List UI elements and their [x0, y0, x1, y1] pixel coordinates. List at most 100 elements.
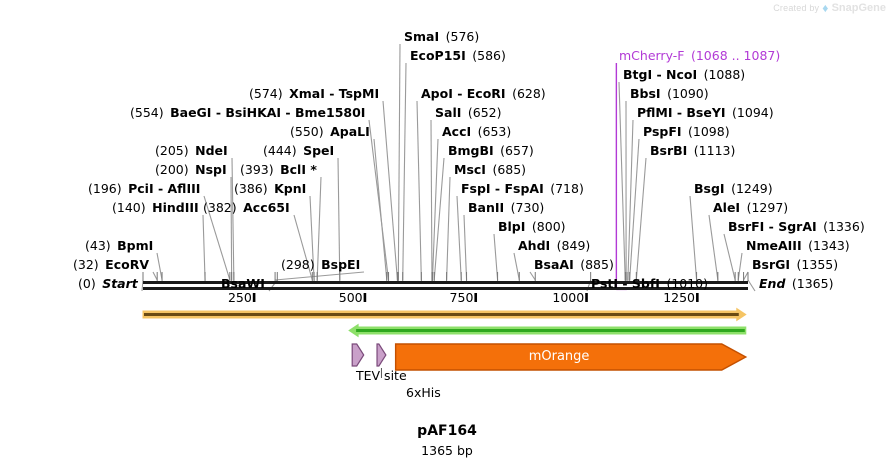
enzyme-label-pflmi-bseyi[interactable]: PflMI - BseYI (1094) [637, 106, 774, 119]
feature-caption-6xhis: 6xHis [406, 385, 441, 400]
ruler-tick-500: 500 [338, 290, 363, 305]
feature-backbone-orange[interactable] [142, 307, 747, 322]
enzyme-label-smai[interactable]: SmaI (576) [404, 30, 479, 43]
enzyme-position: (800) [531, 219, 566, 234]
enzyme-label-bmgbi[interactable]: BmgBI (657) [448, 144, 534, 157]
enzyme-label-apoi-ecori[interactable]: ApoI - EcoRI (628) [421, 87, 546, 100]
enzyme-label-xmai[interactable]: (574) XmaI - TspMI [249, 87, 379, 100]
enzyme-position: (685) [492, 162, 527, 177]
enzyme-label-bsawi[interactable]: BsaWI [221, 277, 265, 290]
enzyme-label-nmeaiii[interactable]: NmeAIII (1343) [746, 239, 850, 252]
ruler-tick-750: 750 [449, 290, 474, 305]
ruler-tick-250: 250 [227, 290, 252, 305]
enzyme-name: PstI - SbfI [591, 276, 660, 291]
enzyme-name: HindIII [152, 200, 199, 215]
enzyme-label-ecop15i[interactable]: EcoP15I (586) [410, 49, 506, 62]
enzyme-label-hindiii[interactable]: (140) HindIII [112, 201, 199, 214]
enzyme-label-pspfi[interactable]: PspFI (1098) [643, 125, 730, 138]
enzyme-name: SalI [435, 105, 462, 120]
enzyme-label-nspi[interactable]: (200) NspI [155, 163, 227, 176]
enzyme-label-baegi[interactable]: (554) BaeGI - BsiHKAI - Bme1580I [130, 106, 365, 119]
enzyme-label-bsrfi-sgrai[interactable]: BsrFI - SgrAI (1336) [728, 220, 865, 233]
enzyme-position: (43) [85, 238, 111, 253]
enzyme-position: (444) [263, 143, 297, 158]
enzyme-label-start[interactable]: (0) Start [78, 277, 138, 290]
feature-green-arrow[interactable] [348, 323, 747, 338]
enzyme-label-btgi-ncoi[interactable]: BtgI - NcoI (1088) [623, 68, 745, 81]
enzyme-label-apali[interactable]: (550) ApaLI [290, 125, 370, 138]
enzyme-label-psti-sbfi[interactable]: PstI - SbfI (1010) [591, 277, 708, 290]
enzyme-name: BsaAI [534, 257, 574, 272]
enzyme-label-blpi[interactable]: BlpI (800) [498, 220, 566, 233]
plasmid-length: 1365 bp [421, 443, 473, 458]
enzyme-label-bbsi[interactable]: BbsI (1090) [630, 87, 709, 100]
enzyme-name: BbsI [630, 86, 661, 101]
enzyme-label-pcii-afliii[interactable]: (196) PciI - AflIII [88, 182, 200, 195]
enzyme-position: (576) [445, 29, 480, 44]
enzyme-name: PspFI [643, 124, 682, 139]
enzyme-name: FspI - FspAI [461, 181, 544, 196]
feature-caption-tev-site: TEV site [356, 368, 407, 383]
enzyme-label-end[interactable]: End (1365) [759, 277, 833, 290]
enzyme-position: (1336) [823, 219, 865, 234]
enzyme-label-msci[interactable]: MscI (685) [454, 163, 526, 176]
enzyme-name: AleI [713, 200, 741, 215]
enzyme-position: (1343) [808, 238, 850, 253]
enzyme-name: End [759, 276, 786, 291]
enzyme-label-acc65i[interactable]: (382) Acc65I [203, 201, 290, 214]
primer-label-mcherry-f[interactable]: mCherry-F (1068 .. 1087) [619, 49, 780, 62]
enzyme-label-ecorv[interactable]: (32) EcoRV [73, 258, 149, 271]
feature-6xhis[interactable] [376, 343, 387, 367]
enzyme-label-ndei[interactable]: (205) NdeI [155, 144, 228, 157]
enzyme-name: EcoP15I [410, 48, 466, 63]
enzyme-position: (393) [240, 162, 274, 177]
enzyme-name: EcoRV [105, 257, 149, 272]
snapgene-watermark: Created by ♦ SnapGene [773, 2, 886, 14]
enzyme-label-bspei[interactable]: (298) BspEI [281, 258, 360, 271]
enzyme-position: (1010) [666, 276, 709, 291]
enzyme-name: BspEI [321, 257, 361, 272]
enzyme-position: (1094) [732, 105, 774, 120]
primer-name: mCherry-F [619, 48, 685, 63]
enzyme-position: (298) [281, 257, 315, 272]
enzyme-name: MscI [454, 162, 486, 177]
enzyme-label-bsrbi[interactable]: BsrBI (1113) [650, 144, 735, 157]
enzyme-label-sali[interactable]: SalI (652) [435, 106, 501, 119]
enzyme-label-fspi-fspai[interactable]: FspI - FspAI (718) [461, 182, 584, 195]
enzyme-position: (730) [510, 200, 545, 215]
enzyme-label-bcli[interactable]: (393) BclI * [240, 163, 317, 176]
enzyme-position: (196) [88, 181, 122, 196]
enzyme-position: (653) [477, 124, 512, 139]
enzyme-label-spei[interactable]: (444) SpeI [263, 144, 334, 157]
enzyme-position: (550) [290, 124, 324, 139]
enzyme-position: (1088) [703, 67, 746, 82]
enzyme-label-alei[interactable]: AleI (1297) [713, 201, 788, 214]
enzyme-label-acci[interactable]: AccI (653) [442, 125, 511, 138]
enzyme-name: Start [102, 276, 138, 291]
enzyme-name: BmgBI [448, 143, 494, 158]
enzyme-position: (1249) [731, 181, 773, 196]
enzyme-name: BsrGI [752, 257, 791, 272]
watermark-brand: SnapGene [831, 2, 886, 14]
watermark-prefix: Created by [773, 3, 820, 13]
snapgene-leaf-icon: ♦ [822, 1, 829, 15]
enzyme-position: (140) [112, 200, 146, 215]
enzyme-label-bsaai[interactable]: BsaAI (885) [534, 258, 614, 271]
enzyme-label-bsrgi[interactable]: BsrGI (1355) [752, 258, 838, 271]
enzyme-position: (1098) [688, 124, 730, 139]
enzyme-label-kpni[interactable]: (386) KpnI [234, 182, 306, 195]
enzyme-position: (1113) [693, 143, 736, 158]
feature-morange[interactable] [394, 343, 748, 371]
feature-label-morange: mOrange [528, 349, 590, 364]
enzyme-position: (1355) [796, 257, 839, 272]
enzyme-label-bsgi[interactable]: BsgI (1249) [694, 182, 773, 195]
ruler-tick-1000: 1000 [552, 290, 585, 305]
enzyme-label-banii[interactable]: BanII (730) [468, 201, 544, 214]
enzyme-label-bpmi[interactable]: (43) BpmI [85, 239, 153, 252]
enzyme-name: SpeI [303, 143, 335, 158]
enzyme-position: (574) [249, 86, 283, 101]
enzyme-name: ApaLI [330, 124, 370, 139]
feature-tev-site[interactable] [351, 343, 365, 367]
enzyme-label-ahdi[interactable]: AhdI (849) [518, 239, 590, 252]
enzyme-name: BlpI [498, 219, 526, 234]
